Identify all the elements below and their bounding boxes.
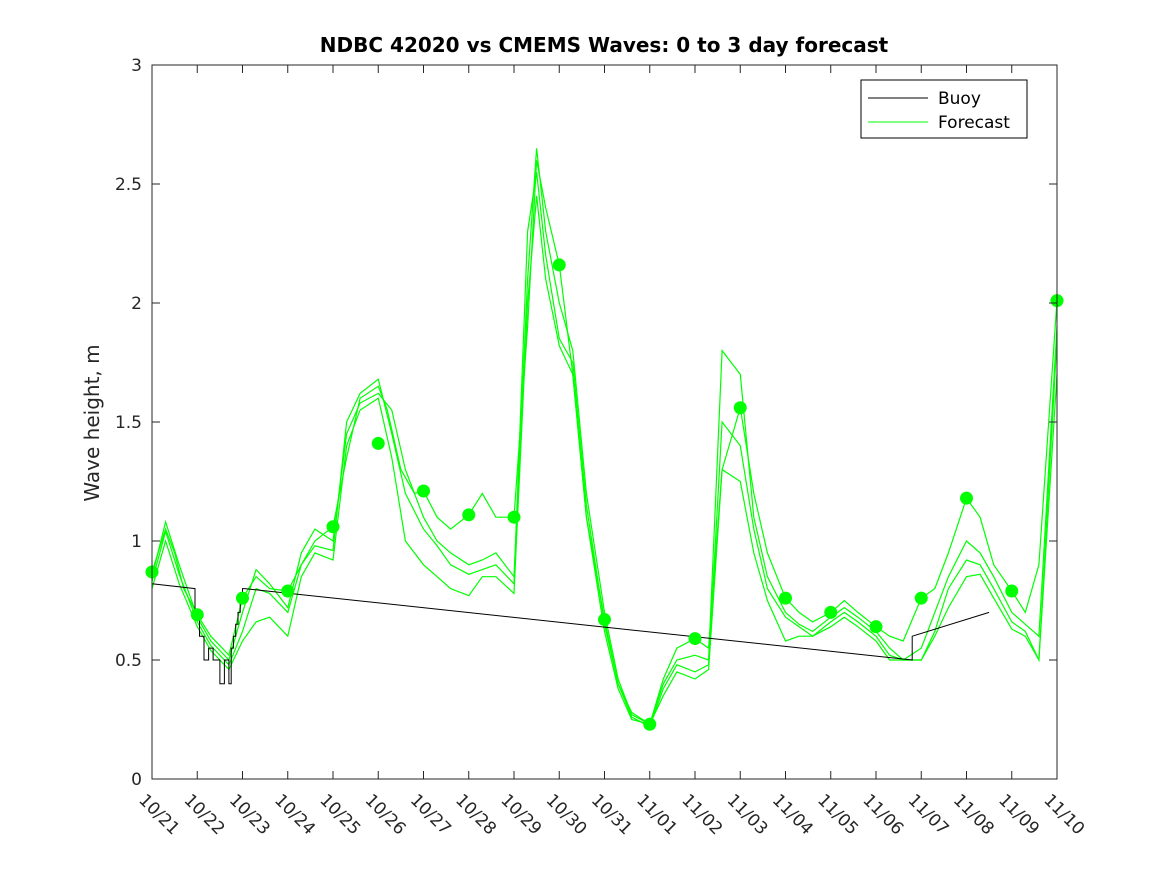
forecast-point	[1005, 584, 1019, 598]
forecast-point	[733, 401, 747, 415]
plot-area	[145, 148, 1064, 731]
forecast-point	[824, 605, 838, 619]
forecast-point	[236, 591, 249, 605]
forecast-point	[190, 608, 204, 622]
forecast-point	[688, 632, 702, 646]
y-tick-label: 1.5	[115, 413, 142, 433]
y-tick-label: 2.5	[115, 175, 142, 195]
y-tick-label: 2	[131, 294, 142, 314]
legend-box	[860, 79, 1028, 139]
forecast-point	[281, 584, 295, 598]
forecast-point	[552, 258, 566, 272]
forecast-point	[371, 436, 385, 450]
y-axis-label: Wave height, m	[80, 344, 104, 501]
y-tick-label: 1	[131, 532, 142, 552]
forecast-point	[914, 591, 928, 605]
forecast-point	[598, 613, 611, 627]
forecast-point	[643, 717, 657, 731]
forecast-point	[779, 591, 792, 605]
forecast-point	[869, 620, 883, 634]
y-tick-label: 0.5	[115, 651, 142, 671]
forecast-series-line-4	[151, 195, 1058, 726]
forecast-point	[417, 484, 430, 498]
forecast-point	[507, 510, 521, 524]
forecast-point	[960, 491, 973, 505]
y-tick-label: 3	[131, 56, 142, 76]
legend-buoy-label: Buoy	[938, 89, 981, 109]
forecast-point	[462, 508, 476, 522]
legend-forecast-label: Forecast	[938, 113, 1010, 133]
forecast-series-line-2	[151, 148, 1058, 726]
chart-title: NDBC 42020 vs CMEMS Waves: 0 to 3 day fo…	[320, 33, 889, 57]
y-tick-label: 0	[131, 770, 142, 790]
forecast-point	[326, 520, 340, 534]
legend: Buoy Forecast	[860, 79, 1028, 139]
